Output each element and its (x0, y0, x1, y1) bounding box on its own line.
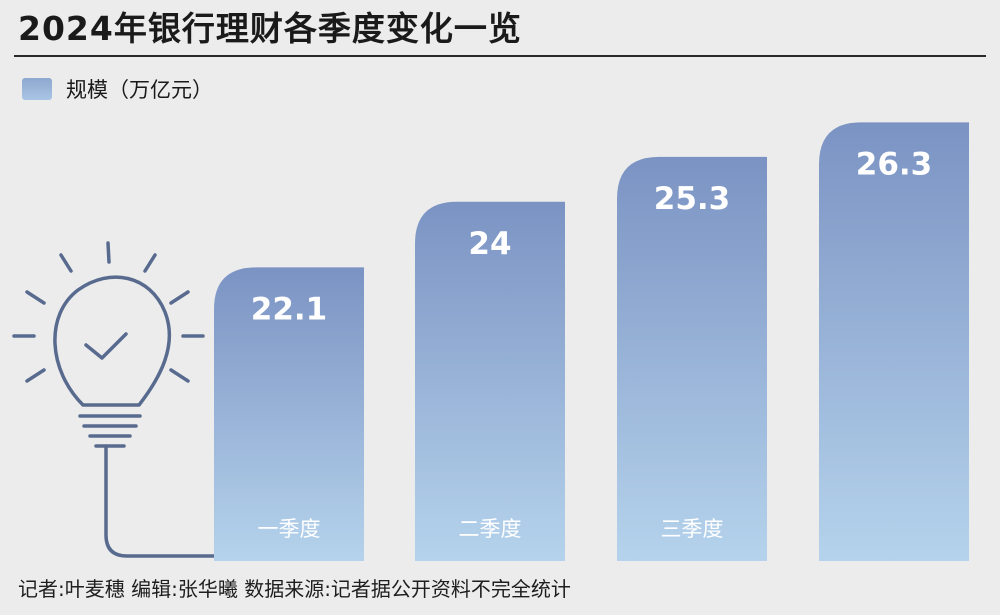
bar-4 (819, 122, 969, 561)
lightbulb-check-icon (12, 241, 216, 558)
legend: 规模（万亿元） (22, 76, 213, 102)
category-label: 一季度 (258, 517, 321, 541)
bar-value-label: 24 (468, 226, 511, 262)
title-divider (14, 55, 986, 57)
category-label: 二季度 (459, 517, 522, 541)
bar-value-label: 22.1 (251, 291, 328, 327)
legend-swatch (22, 78, 52, 100)
legend-label: 规模（万亿元） (66, 78, 213, 102)
bar-1 (214, 267, 364, 561)
bar-3 (617, 156, 767, 561)
bar-value-label: 26.3 (856, 146, 933, 182)
bar-2 (415, 201, 565, 562)
source-footer: 记者:叶麦穗 编辑:张华曦 数据来源:记者据公开资料不完全统计 (18, 577, 571, 601)
chart-title: 2024年银行理财各季度变化一览 (18, 9, 522, 48)
category-label: 三季度 (661, 517, 724, 541)
bar-value-label: 25.3 (654, 181, 731, 217)
